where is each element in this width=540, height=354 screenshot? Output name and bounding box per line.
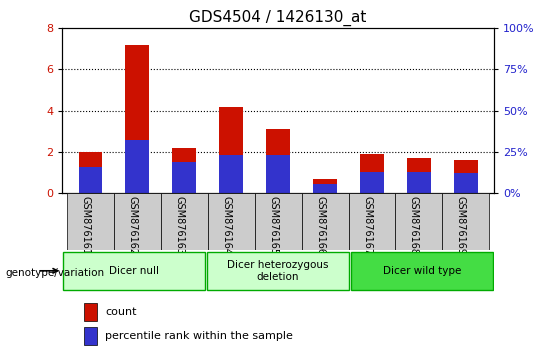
FancyBboxPatch shape [348,193,395,250]
Text: genotype/variation: genotype/variation [5,268,105,278]
Bar [78,152,102,193]
Bar [313,184,337,193]
Text: GSM876162: GSM876162 [127,196,137,255]
Bar [172,148,196,193]
FancyBboxPatch shape [161,193,208,250]
Bar [266,155,290,193]
Bar [84,303,97,321]
FancyBboxPatch shape [395,193,442,250]
Text: GSM876169: GSM876169 [456,196,466,255]
FancyBboxPatch shape [351,252,493,290]
FancyBboxPatch shape [255,193,301,250]
FancyBboxPatch shape [442,193,489,250]
Bar [360,172,384,193]
FancyBboxPatch shape [207,252,349,290]
Text: Dicer heterozygous
deletion: Dicer heterozygous deletion [227,260,329,282]
Text: GSM876167: GSM876167 [362,196,372,255]
Text: GSM876168: GSM876168 [409,196,419,255]
Bar [84,326,97,345]
Bar [454,173,478,193]
Bar [454,160,478,193]
FancyBboxPatch shape [301,193,348,250]
Bar [313,178,337,193]
Text: Dicer wild type: Dicer wild type [383,266,461,276]
FancyBboxPatch shape [114,193,161,250]
Text: count: count [105,307,137,317]
Text: GSM876166: GSM876166 [315,196,325,255]
Bar [125,45,149,193]
Bar [125,140,149,193]
Text: GSM876161: GSM876161 [80,196,90,255]
Text: GSM876165: GSM876165 [268,196,278,255]
Bar [78,167,102,193]
FancyBboxPatch shape [63,252,205,290]
Bar [407,158,431,193]
Bar [219,107,243,193]
Text: GSM876164: GSM876164 [221,196,231,255]
FancyBboxPatch shape [208,193,255,250]
FancyBboxPatch shape [67,193,114,250]
Bar [172,162,196,193]
Bar [219,155,243,193]
Bar [407,172,431,193]
Text: Dicer null: Dicer null [109,266,159,276]
Text: GSM876163: GSM876163 [174,196,184,255]
Title: GDS4504 / 1426130_at: GDS4504 / 1426130_at [190,9,367,25]
Text: percentile rank within the sample: percentile rank within the sample [105,331,293,341]
Bar [360,154,384,193]
Bar [266,129,290,193]
